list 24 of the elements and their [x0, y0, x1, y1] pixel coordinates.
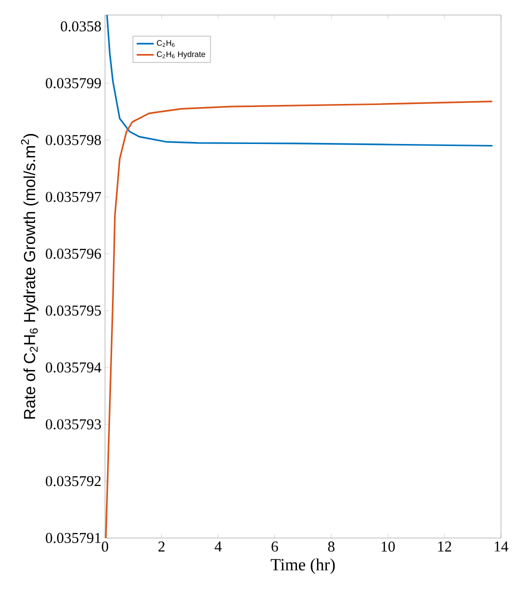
y-tick-label: 0.0358 [60, 21, 101, 32]
line-series [105, 100, 494, 538]
legend-label: C$_{2}$H$_{6}$ Hydrate [156, 51, 206, 59]
legend-label: C$_{2}$H$_{6}$ [156, 40, 175, 47]
y-tick-label: 0.035797 [46, 192, 102, 202]
x-tick-label: 4 [214, 542, 222, 552]
x-tick-label: 0 [102, 542, 108, 552]
x-tick-label: 12 [438, 542, 452, 552]
x-tick-label: 10 [382, 542, 395, 552]
y-tick-label: 0.035794 [46, 362, 102, 373]
x-tick-label: 8 [328, 542, 334, 552]
y-tick-label: 0.035791 [46, 532, 101, 544]
y-tick-label: 0.035793 [46, 419, 101, 430]
x-tick-label: 14 [494, 542, 508, 552]
x-tick-label: 6 [272, 542, 278, 552]
y-tick-label: 0.035798 [46, 134, 101, 146]
y-tick-label: 0.035796 [46, 248, 102, 259]
y-tick-label: 0.035799 [46, 78, 101, 88]
y-tick-label: 0.035795 [46, 306, 101, 316]
y-tick-label: 0.035792 [46, 476, 101, 486]
line-series [106, 15, 494, 147]
y-axis-title: Rate of C$_{2}$H$_{6}$ Hydrate Growth (mol/s.m$^{2}$) [20, 134, 38, 419]
x-tick-label: 2 [158, 542, 164, 552]
x-axis-title: Time (hr) [270, 558, 335, 574]
